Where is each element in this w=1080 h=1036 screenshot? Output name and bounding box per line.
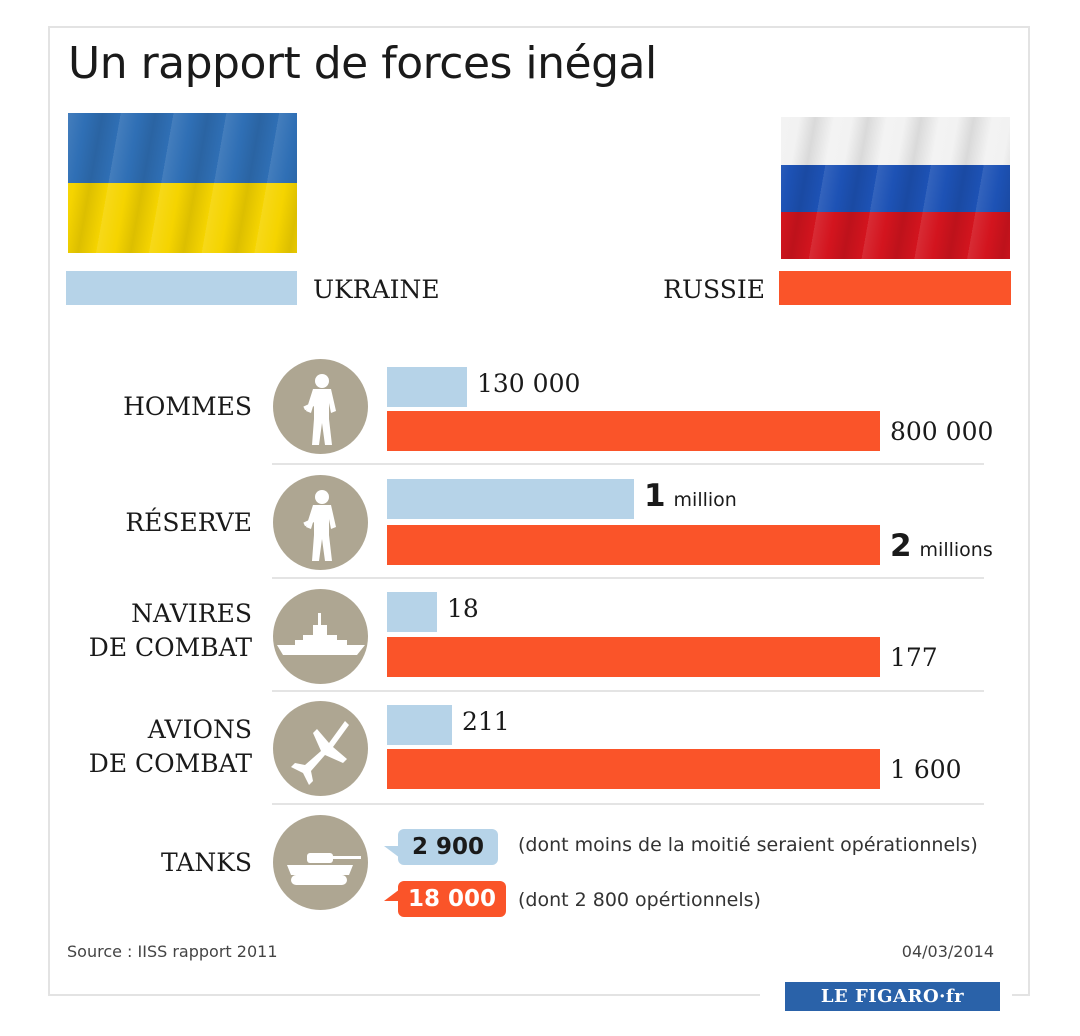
page-title: Un rapport de forces inégal: [68, 38, 657, 89]
soldier-icon: [273, 359, 368, 454]
value-bubble-russie-tanks: 18 000: [398, 881, 506, 917]
value-label-ukraine-navires: 18: [447, 594, 479, 623]
tank-icon: [273, 815, 368, 910]
bar-russie-navires: [387, 637, 880, 677]
category-label-tanks: TANKS: [161, 846, 252, 880]
soldier-icon: [273, 475, 368, 570]
russia-flag: [781, 117, 1010, 259]
source-note: Source : IISS rapport 2011: [67, 942, 278, 961]
value-number: 2: [890, 528, 912, 564]
bar-ukraine-reserve: [387, 479, 634, 519]
row-divider: [272, 803, 984, 805]
fighter-jet-icon: [273, 701, 368, 796]
publication-date: 04/03/2014: [901, 942, 994, 961]
value-unit: millions: [919, 539, 993, 561]
category-label-avions: AVIONS DE COMBAT: [89, 713, 252, 781]
row-divider: [272, 577, 984, 579]
note-russie-tanks: (dont 2 800 opértionnels): [518, 889, 761, 911]
bar-russie-avions: [387, 749, 880, 789]
value-bubble-ukraine-tanks: 2 900: [398, 829, 498, 865]
row-divider: [272, 463, 984, 465]
value-label-russie-avions: 1 600: [890, 755, 962, 784]
value-label-russie-reserve: 2 millions: [890, 531, 993, 565]
category-label-line: TANKS: [160, 848, 252, 877]
category-label-line: RÉSERVE: [125, 508, 252, 537]
note-ukraine-tanks: (dont moins de la moitié seraient opérat…: [518, 834, 978, 856]
category-label-line: HOMMES: [123, 392, 252, 421]
category-label-line: AVIONS: [147, 715, 252, 744]
category-label-line: DE COMBAT: [88, 749, 252, 778]
category-label-line: DE COMBAT: [88, 633, 252, 662]
category-label-reserve: RÉSERVE: [125, 506, 252, 540]
category-label-hommes: HOMMES: [123, 390, 252, 424]
bar-ukraine-navires: [387, 592, 437, 632]
bar-russie-hommes: [387, 411, 880, 451]
value-unit: million: [673, 489, 737, 511]
category-label-navires: NAVIRES DE COMBAT: [89, 597, 252, 665]
le-figaro-logo: LE FIGARO·fr: [785, 982, 1000, 1011]
bar-russie-reserve: [387, 525, 880, 565]
warship-icon: [273, 589, 368, 684]
value-label-russie-navires: 177: [890, 643, 938, 672]
legend-label-russie: RUSSIE: [663, 275, 765, 304]
legend-swatch-russie: [779, 271, 1011, 305]
bubble-tail-russie: [384, 889, 400, 901]
legend-label-ukraine: UKRAINE: [313, 275, 440, 304]
legend-swatch-ukraine: [66, 271, 297, 305]
category-label-line: NAVIRES: [131, 599, 252, 628]
ukraine-flag: [68, 113, 297, 253]
value-label-russie-hommes: 800 000: [890, 417, 994, 446]
bubble-tail-ukraine: [384, 846, 400, 858]
value-number: 1: [644, 478, 666, 514]
bar-ukraine-hommes: [387, 367, 467, 407]
row-divider: [272, 690, 984, 692]
bar-ukraine-avions: [387, 705, 452, 745]
value-label-ukraine-avions: 211: [462, 707, 510, 736]
value-label-ukraine-hommes: 130 000: [477, 369, 581, 398]
infographic-frame: [48, 26, 1030, 996]
value-label-ukraine-reserve: 1 million: [644, 481, 737, 515]
